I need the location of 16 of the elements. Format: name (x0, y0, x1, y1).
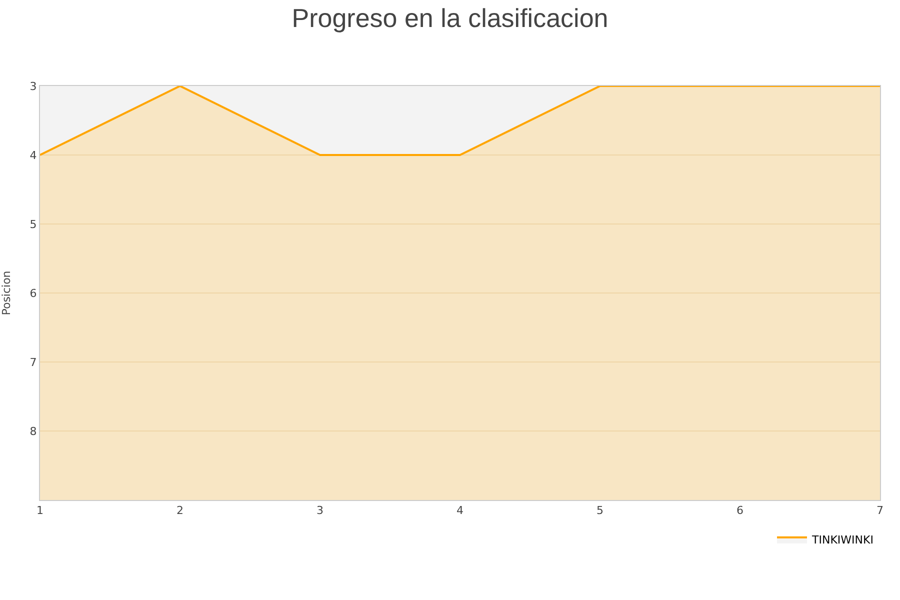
y-tick-label: 7 (30, 356, 37, 369)
y-tick-label: 3 (30, 80, 37, 93)
x-tick-label: 4 (456, 504, 464, 518)
y-tick-label: 8 (30, 424, 37, 438)
x-tick-label: 1 (36, 504, 44, 518)
x-tick-label: 6 (736, 504, 744, 518)
chart-title: Progreso en la clasificacion (292, 3, 608, 34)
x-tick-label: 2 (176, 504, 184, 518)
y-axis-title: Posicion (0, 270, 13, 316)
y-tick-label: 5 (30, 218, 37, 231)
x-tick-label: 3 (316, 504, 324, 518)
x-tick-label: 5 (596, 504, 604, 518)
legend-label: TINKIWINKI (811, 534, 874, 547)
y-tick-label: 4 (30, 148, 37, 162)
x-tick-label: 7 (876, 504, 884, 518)
y-tick-label: 6 (30, 286, 37, 300)
